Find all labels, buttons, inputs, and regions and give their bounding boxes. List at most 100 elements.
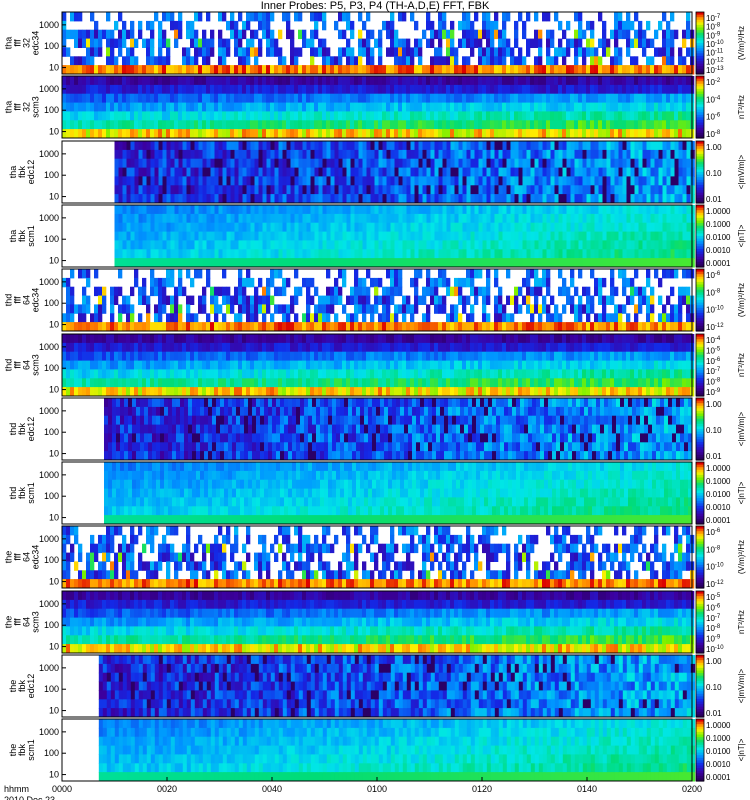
y-tick-label: 100	[44, 105, 59, 115]
colorbar-frame	[695, 654, 705, 718]
panel-label-line: 64	[22, 295, 32, 305]
y-tick-label: 100	[44, 298, 59, 308]
panel-label-line: fbk	[17, 423, 27, 436]
y-tick-label: 100	[44, 41, 59, 51]
colorbar: 1.0000 0.1000 0.0100 0.0010 0.0001	[695, 718, 731, 782]
colorbar-tick-label: 1.0000	[706, 464, 731, 473]
y-tick-label: 1000	[39, 149, 59, 159]
colorbar-tick-label: 10-6	[706, 113, 721, 122]
panel-label-line: scm1	[26, 482, 36, 504]
panel-label-line: the	[8, 744, 18, 757]
panel-label: thdfbkscm1	[8, 482, 36, 504]
y-tick-label: 10	[49, 577, 59, 587]
panel-label-line: fbk	[17, 680, 27, 693]
colorbar-tick-label: 10-10	[706, 645, 724, 654]
colorbar-tick-label: 0.0010	[706, 760, 731, 769]
panel-label: thefbkedc12	[8, 674, 36, 699]
panel-label-line: tha	[4, 101, 14, 114]
colorbar-frame	[695, 333, 705, 397]
panel-frame	[61, 140, 693, 204]
x-tick-label: 0000	[52, 784, 72, 794]
x-tick-label: 0040	[262, 784, 282, 794]
panel-label-line: thd	[8, 423, 18, 436]
colorbar-tick-label: 10-10	[706, 563, 724, 572]
panel-label-line: the	[8, 680, 18, 693]
colorbar-frame	[695, 397, 705, 461]
panel-label-line: edc12	[26, 674, 36, 699]
panel-frame	[61, 75, 693, 139]
y-tick-label: 10	[49, 770, 59, 780]
y-tick-label: 100	[44, 491, 59, 501]
x-tick-label: 0100	[367, 784, 387, 794]
colorbar-tick-label: 0.0001	[706, 259, 731, 268]
heatmap-cells	[98, 655, 696, 718]
y-tick-label: 10	[49, 449, 59, 459]
colorbar-unit-label: <|nT|>	[737, 224, 746, 247]
panel-label-line: fff	[13, 103, 23, 111]
heatmap-cells	[114, 205, 695, 268]
colorbar-tick-label: 0.01	[706, 709, 722, 718]
colorbar-tick-label: 10-10	[706, 306, 724, 315]
panel-frame	[61, 525, 693, 589]
y-tick-label: 100	[44, 620, 59, 630]
panel-label: thafbkscm1	[8, 225, 36, 247]
panel-thd-fff-64-scm3: 100010010thdfff64scm310-410-510-610-710-…	[4, 333, 746, 397]
panel-label-line: edc12	[26, 160, 36, 185]
panel-label-line: tha	[8, 166, 18, 179]
panel-label-line: scm1	[26, 739, 36, 761]
y-tick-label: 10	[49, 63, 59, 73]
panel-label-line: edc34	[31, 545, 41, 570]
colorbar-tick-label: 0.0100	[706, 233, 731, 242]
panel-label-line: scm1	[26, 225, 36, 247]
colorbar-tick-label: 10-12	[706, 580, 724, 589]
panel-frame	[61, 333, 693, 397]
panel-label: thdfff64scm3	[4, 354, 41, 376]
colorbar-tick-label: 10-9	[706, 388, 721, 397]
panel-label-line: 64	[22, 617, 32, 627]
panel-frame	[61, 397, 693, 461]
panel-label-line: edc34	[31, 31, 41, 56]
panel-frame	[61, 204, 693, 268]
colorbar: 1.0000 0.1000 0.0100 0.0010 0.0001	[695, 204, 731, 268]
colorbar-tick-label: 0.0100	[706, 747, 731, 756]
colorbar-tick-label: 10-12	[706, 323, 724, 332]
y-tick-label: 10	[49, 320, 59, 330]
colorbar-tick-label: 0.0001	[706, 516, 731, 525]
colorbar-frame	[695, 75, 705, 139]
y-tick-label: 1000	[39, 534, 59, 544]
panel-label-line: fff	[13, 39, 23, 47]
colorbar: 10-410-5 10-610-7 10-810-9	[695, 333, 721, 397]
heatmap-cells	[62, 591, 695, 654]
heatmap-cells	[114, 141, 695, 204]
panel-tha-fbk-scm1: 1000 100 10 thafbkscm1 1.0000 0.1000 0.0100 0.0…	[8, 204, 746, 268]
panel-label: thefbkscm1	[8, 739, 36, 761]
colorbar-tick-label: 10-11	[706, 49, 724, 58]
panel-frame	[61, 11, 693, 75]
colorbar-tick-label: 0.01	[706, 452, 722, 461]
heatmap-cells	[62, 12, 695, 75]
colorbar-unit-label: nT²/Hz	[737, 610, 746, 634]
colorbar-tick-label: 1.00	[706, 657, 722, 666]
colorbar-tick-label: 10-6	[706, 271, 721, 280]
colorbar-tick-label: 10-6	[706, 357, 721, 366]
y-tick-label: 100	[44, 170, 59, 180]
colorbar-tick-label: 10-8	[706, 624, 721, 633]
colorbar-tick-label: 0.10	[706, 169, 722, 178]
y-tick-label: 10	[49, 256, 59, 266]
x-axis-date-label: 2010 Dec 23	[4, 795, 55, 800]
y-tick-label: 10	[49, 706, 59, 716]
colorbar: 10-2 10-4 10-6 10-8	[695, 75, 721, 139]
heatmap-cells	[62, 76, 695, 139]
panel-label-line: 64	[22, 360, 32, 370]
panel-label-line: 32	[22, 38, 32, 48]
colorbar-tick-label: 0.0010	[706, 246, 731, 255]
x-tick-label: 0140	[577, 784, 597, 794]
y-tick-label: 100	[44, 684, 59, 694]
colorbar-tick-label: 10-4	[706, 336, 721, 345]
y-tick-label: 1000	[39, 213, 59, 223]
panel-label-line: 64	[22, 552, 32, 562]
panel-label: thafff32edc34	[4, 31, 41, 56]
colorbar-tick-label: 10-5	[706, 346, 721, 355]
